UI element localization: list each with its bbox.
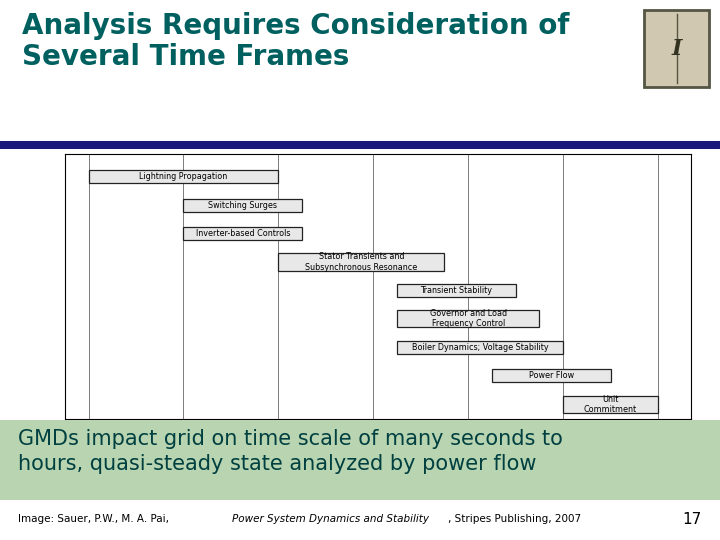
FancyBboxPatch shape	[184, 199, 302, 212]
FancyBboxPatch shape	[279, 253, 444, 271]
Text: 10³: 10³	[554, 426, 572, 436]
Text: Switching Surges: Switching Surges	[208, 201, 277, 210]
Text: GMDs impact grid on time scale of many seconds to
hours, quasi-steady state anal: GMDs impact grid on time scale of many s…	[18, 429, 563, 474]
Text: , Stripes Publishing, 2007: , Stripes Publishing, 2007	[448, 515, 581, 524]
Text: Power Flow: Power Flow	[528, 372, 574, 380]
FancyBboxPatch shape	[184, 227, 302, 240]
FancyBboxPatch shape	[397, 284, 516, 297]
Text: 17: 17	[683, 512, 702, 527]
Text: 10⁻³: 10⁻³	[266, 426, 291, 436]
Text: Stator Transients and
Subsynchronous Resonance: Stator Transients and Subsynchronous Res…	[305, 253, 418, 272]
FancyBboxPatch shape	[89, 170, 279, 183]
Text: 10⁻⁷: 10⁻⁷	[76, 426, 101, 436]
Text: Power System Dynamics and Stability: Power System Dynamics and Stability	[232, 515, 429, 524]
Text: Lightning Propagation: Lightning Propagation	[139, 172, 228, 181]
Text: Governor and Load
Frequency Control: Governor and Load Frequency Control	[430, 309, 507, 328]
Text: 10⁵: 10⁵	[649, 426, 667, 436]
Text: I: I	[672, 38, 682, 59]
Text: Transient Stability: Transient Stability	[420, 286, 492, 295]
Text: Image: Sauer, P.W., M. A. Pai,: Image: Sauer, P.W., M. A. Pai,	[18, 515, 172, 524]
Text: 10: 10	[462, 426, 475, 436]
FancyBboxPatch shape	[563, 396, 658, 413]
Text: Boiler Dynamics; Voltage Stability: Boiler Dynamics; Voltage Stability	[412, 343, 549, 352]
Text: 0.1: 0.1	[364, 426, 382, 436]
Text: Time (Seconds): Time (Seconds)	[326, 441, 430, 454]
FancyBboxPatch shape	[397, 341, 563, 354]
Text: 10⁻⁵: 10⁻⁵	[171, 426, 196, 436]
Text: Analysis Requires Consideration of
Several Time Frames: Analysis Requires Consideration of Sever…	[22, 12, 570, 71]
Text: Unit
Commitment: Unit Commitment	[584, 395, 637, 414]
Text: Inverter-based Controls: Inverter-based Controls	[196, 229, 290, 238]
FancyBboxPatch shape	[492, 369, 611, 382]
FancyBboxPatch shape	[397, 310, 539, 327]
